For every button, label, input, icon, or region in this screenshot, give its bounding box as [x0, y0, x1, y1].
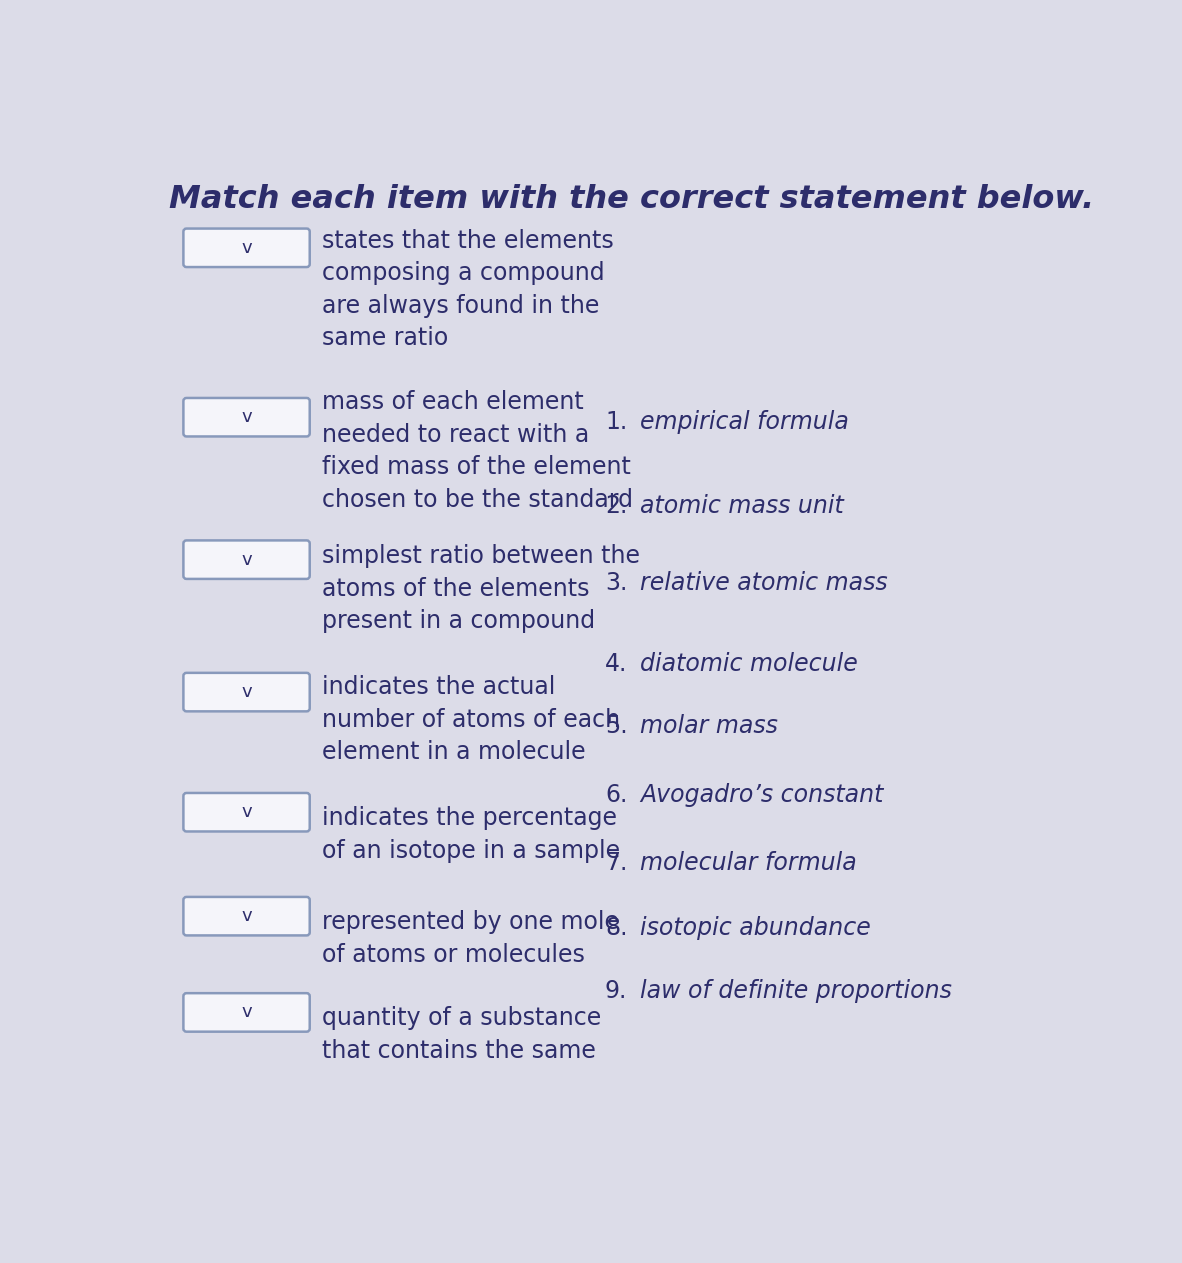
Text: relative atomic mass: relative atomic mass [639, 571, 888, 595]
Text: 2.: 2. [605, 494, 628, 518]
Text: 4.: 4. [605, 652, 628, 676]
FancyBboxPatch shape [183, 229, 310, 266]
Text: v: v [241, 803, 252, 821]
FancyBboxPatch shape [183, 673, 310, 711]
Text: v: v [241, 683, 252, 701]
FancyBboxPatch shape [183, 541, 310, 578]
FancyBboxPatch shape [183, 993, 310, 1032]
Text: represented by one mole
of atoms or molecules: represented by one mole of atoms or mole… [323, 911, 619, 966]
FancyBboxPatch shape [183, 793, 310, 831]
Text: v: v [241, 907, 252, 926]
Text: molecular formula: molecular formula [639, 851, 857, 875]
FancyBboxPatch shape [183, 897, 310, 936]
Text: 1.: 1. [605, 409, 628, 433]
Text: v: v [241, 408, 252, 426]
Text: v: v [241, 1003, 252, 1022]
Text: states that the elements
composing a compound
are always found in the
same ratio: states that the elements composing a com… [323, 229, 613, 350]
Text: Match each item with the correct statement below.: Match each item with the correct stateme… [169, 184, 1095, 215]
Text: 6.: 6. [605, 783, 628, 807]
Text: empirical formula: empirical formula [639, 409, 849, 433]
Text: v: v [241, 551, 252, 568]
Text: 5.: 5. [605, 714, 628, 738]
Text: 8.: 8. [605, 916, 628, 940]
Text: indicates the percentage
of an isotope in a sample: indicates the percentage of an isotope i… [323, 806, 621, 863]
Text: v: v [241, 239, 252, 256]
Text: isotopic abundance: isotopic abundance [639, 916, 871, 940]
Text: mass of each element
needed to react with a
fixed mass of the element
chosen to : mass of each element needed to react wit… [323, 390, 634, 512]
FancyBboxPatch shape [183, 398, 310, 437]
Text: quantity of a substance
that contains the same: quantity of a substance that contains th… [323, 1007, 602, 1062]
Text: 9.: 9. [605, 979, 628, 1003]
Text: Avogadro’s constant: Avogadro’s constant [639, 783, 883, 807]
Text: simplest ratio between the
atoms of the elements
present in a compound: simplest ratio between the atoms of the … [323, 544, 641, 633]
Text: indicates the actual
number of atoms of each
element in a molecule: indicates the actual number of atoms of … [323, 676, 621, 764]
Text: diatomic molecule: diatomic molecule [639, 652, 858, 676]
Text: 7.: 7. [605, 851, 628, 875]
Text: 3.: 3. [605, 571, 628, 595]
Text: law of definite proportions: law of definite proportions [639, 979, 952, 1003]
Text: molar mass: molar mass [639, 714, 778, 738]
Text: atomic mass unit: atomic mass unit [639, 494, 844, 518]
